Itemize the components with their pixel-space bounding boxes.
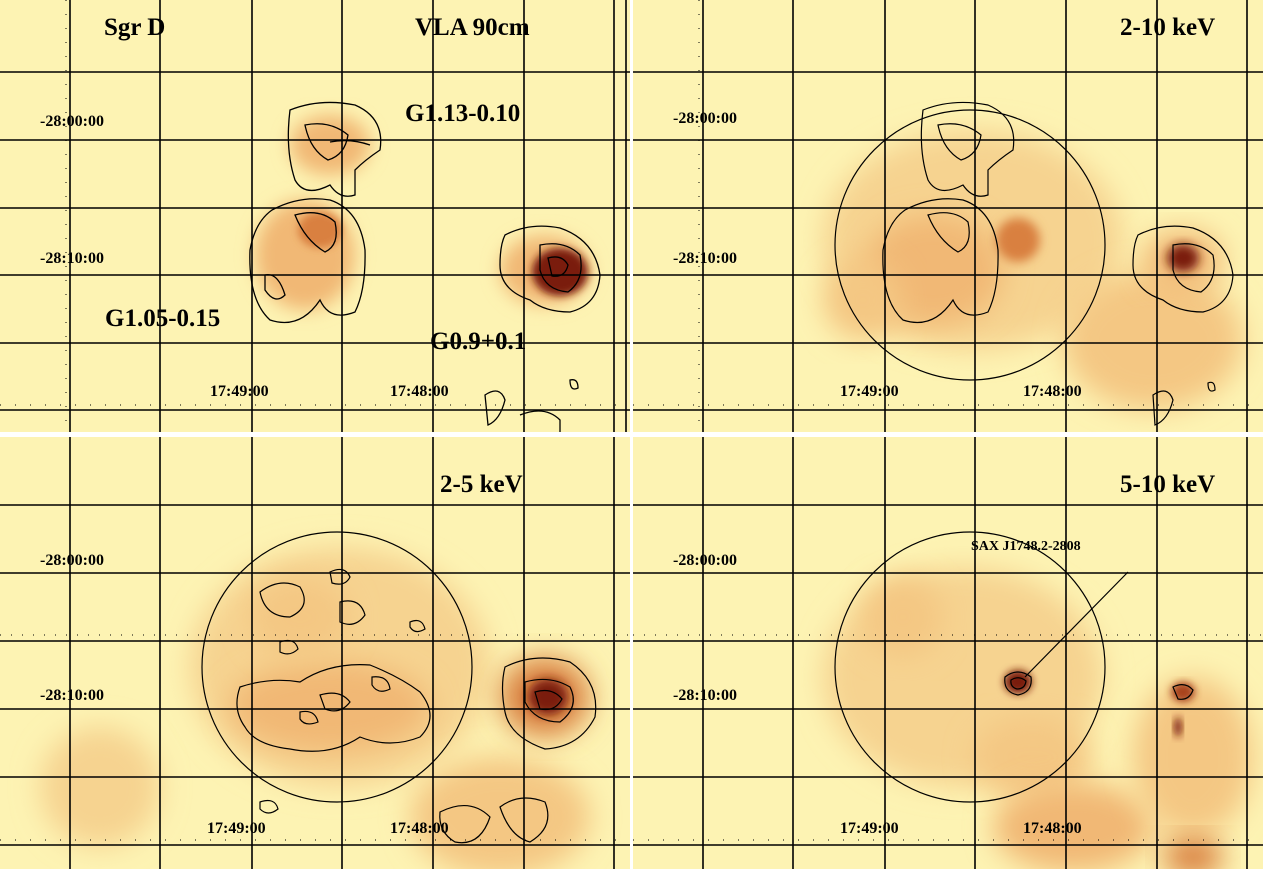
axis-ticks xyxy=(0,0,630,432)
panel-2-5kev: 2-5 keV -28:00:00 -28:10:00 17:49:00 17:… xyxy=(0,437,630,869)
region-label: Sgr D xyxy=(104,14,166,41)
radio-emission xyxy=(255,115,590,310)
coordinate-grid xyxy=(0,437,630,869)
source-pointer-line xyxy=(1024,571,1129,678)
ra-tick-label: 17:48:00 xyxy=(390,383,449,400)
dec-tick-label: -28:10:00 xyxy=(673,687,737,704)
ra-tick-label: 17:48:00 xyxy=(1023,820,1082,837)
dec-tick-label: -28:00:00 xyxy=(40,113,104,130)
ra-tick-label: 17:49:00 xyxy=(840,383,899,400)
dec-tick-label: -28:00:00 xyxy=(40,552,104,569)
source-label-sax: SAX J1748.2-2808 xyxy=(971,539,1081,554)
extraction-circle xyxy=(834,531,1106,803)
extraction-circle xyxy=(834,109,1106,381)
dec-tick-label: -28:00:00 xyxy=(673,110,737,127)
ra-tick-label: 17:48:00 xyxy=(390,820,449,837)
band-label: 2-10 keV xyxy=(1120,14,1216,41)
extraction-circle xyxy=(201,531,473,803)
xray-image xyxy=(0,437,630,869)
axis-ticks xyxy=(633,0,1263,432)
xray-emission xyxy=(823,130,1243,410)
band-label: 5-10 keV xyxy=(1120,471,1216,498)
xray-image xyxy=(633,437,1263,869)
band-label: VLA 90cm xyxy=(415,14,530,41)
ra-tick-label: 17:49:00 xyxy=(210,383,269,400)
coordinate-grid xyxy=(633,437,1263,869)
radio-contours xyxy=(882,101,1234,426)
dec-tick-label: -28:10:00 xyxy=(40,687,104,704)
axis-ticks xyxy=(633,634,1263,841)
dec-tick-label: -28:00:00 xyxy=(673,552,737,569)
source-label-g0.9: G0.9+0.1 xyxy=(430,328,527,355)
radio-image xyxy=(0,0,630,432)
coordinate-grid xyxy=(0,0,630,432)
xray-emission xyxy=(40,547,590,869)
panel-2-10kev: 2-10 keV -28:00:00 -28:10:00 17:49:00 17… xyxy=(633,0,1263,432)
coordinate-grid xyxy=(633,0,1263,432)
xray-contours xyxy=(236,568,597,844)
source-label-g1.05: G1.05-0.15 xyxy=(105,305,221,332)
ra-tick-label: 17:49:00 xyxy=(207,820,266,837)
panel-vla-90cm: Sgr D VLA 90cm G1.13-0.10 G1.05-0.15 G0.… xyxy=(0,0,630,432)
dec-tick-label: -28:10:00 xyxy=(673,250,737,267)
xray-contours xyxy=(1004,671,1194,700)
source-label-g1.13: G1.13-0.10 xyxy=(405,100,521,127)
band-label: 2-5 keV xyxy=(440,471,523,498)
xray-image xyxy=(633,0,1263,432)
dec-tick-label: -28:10:00 xyxy=(40,250,104,267)
ra-tick-label: 17:48:00 xyxy=(1023,383,1082,400)
ra-tick-label: 17:49:00 xyxy=(840,820,899,837)
axis-ticks xyxy=(0,634,630,841)
panel-5-10kev: 5-10 keV SAX J1748.2-2808 -28:00:00 -28:… xyxy=(633,437,1263,869)
